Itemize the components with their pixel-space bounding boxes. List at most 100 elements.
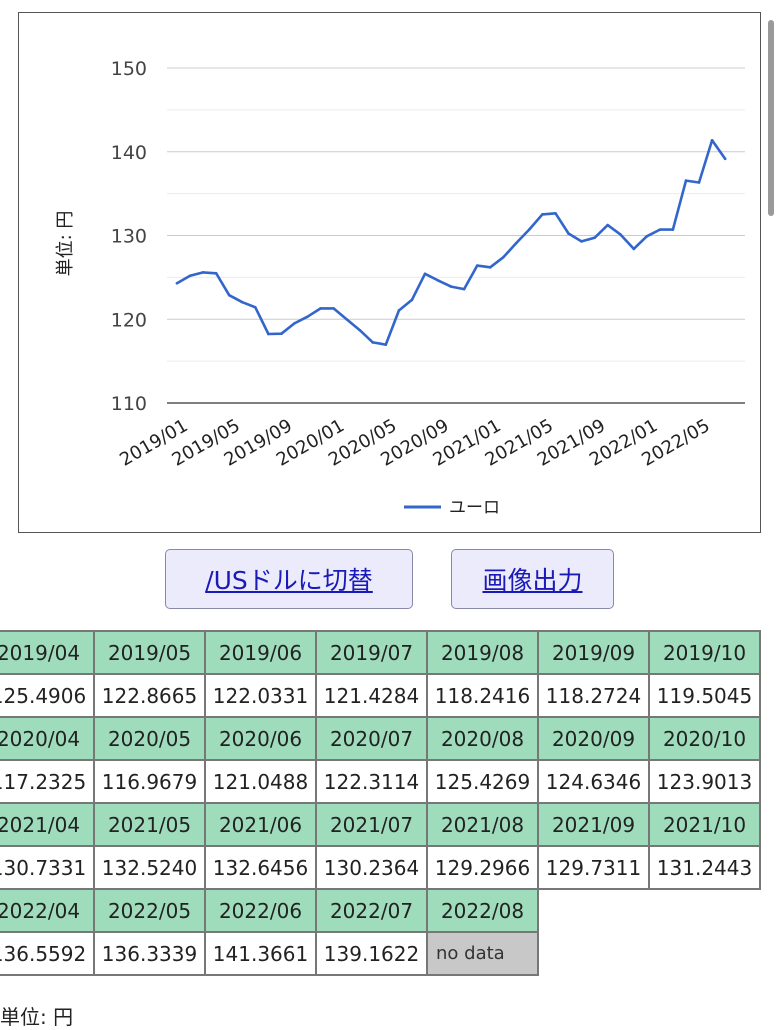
- table-value-cell: 122.0331: [204, 673, 317, 718]
- table-empty-cell: [649, 932, 760, 975]
- table-month-cell: 2019/08: [426, 630, 539, 675]
- data-point: [593, 236, 596, 240]
- series-line-euro: [175, 139, 727, 346]
- table-month-cell: 2020/07: [315, 716, 428, 761]
- data-point: [567, 232, 570, 235]
- table-month-cell: 2021/06: [204, 802, 317, 847]
- table-month-cell: 2021/05: [93, 802, 206, 847]
- data-point: [188, 274, 192, 278]
- switch-to-usd-button[interactable]: /USドルに切替: [165, 549, 413, 609]
- table-header-row: 2020/04 2020/05 2020/06 2020/07 2020/08 2020/…: [0, 716, 761, 761]
- y-tick-label: 150: [111, 58, 147, 80]
- data-point: [475, 264, 479, 267]
- table-value-cell: 122.8665: [93, 673, 206, 718]
- table-month-cell: 2020/08: [426, 716, 539, 761]
- table-header-row: 2021/04 2021/05 2021/06 2021/07 2021/08 2021/…: [0, 802, 761, 847]
- data-point: [684, 179, 688, 182]
- table-value-cell: 132.5240: [93, 845, 206, 890]
- data-point: [175, 281, 179, 285]
- data-point: [528, 228, 531, 231]
- table-value-cell: 121.4284: [315, 673, 428, 718]
- table-value-cell: 123.9013: [648, 759, 761, 804]
- table-value-cell: 132.6456: [204, 845, 317, 890]
- data-point: [449, 285, 453, 288]
- table-month-cell: 2020/09: [537, 716, 650, 761]
- table-month-cell: 2022/05: [93, 888, 206, 933]
- data-point: [580, 240, 583, 243]
- table-no-data-cell: no data: [426, 931, 539, 976]
- data-point: [436, 279, 440, 282]
- table-value-cell: 131.2443: [648, 845, 761, 890]
- table-value-cell: 119.5045: [648, 673, 761, 718]
- data-point: [410, 298, 414, 302]
- table-month-cell: 2022/07: [315, 888, 428, 933]
- export-image-button[interactable]: 画像出力: [451, 549, 614, 609]
- table-value-cell: 129.7311: [537, 845, 650, 890]
- table-value-cell: 139.1622: [315, 931, 428, 976]
- table-month-cell: 2019/05: [93, 630, 206, 675]
- data-point: [423, 272, 427, 276]
- data-point: [488, 266, 492, 269]
- table-month-cell: 2020/10: [648, 716, 761, 761]
- data-point: [554, 212, 557, 215]
- data-point: [501, 255, 505, 259]
- table-month-cell: 2019/07: [315, 630, 428, 675]
- table-value-cell: 141.3661: [204, 931, 317, 976]
- data-point: [723, 157, 727, 161]
- table-month-cell: 2022/04: [0, 888, 95, 933]
- data-point: [619, 233, 622, 236]
- rate-table: 2019/04 2019/05 2019/06 2019/07 2019/08 2019/…: [0, 630, 761, 976]
- table-month-cell: 2020/06: [204, 716, 317, 761]
- data-point: [541, 213, 544, 216]
- table-value-cell: 116.9679: [93, 759, 206, 804]
- table-value-cell: 122.3114: [315, 759, 428, 804]
- table-value-cell: 118.2416: [426, 673, 539, 718]
- table-value-cell: 121.0488: [204, 759, 317, 804]
- table-value-row: 136.5592 136.3339 141.3661 139.1622 no data: [0, 931, 760, 976]
- table-month-cell: 2021/04: [0, 802, 95, 847]
- table-value-cell: 130.2364: [315, 845, 428, 890]
- table-month-cell: 2019/06: [204, 630, 317, 675]
- table-header-row: 2022/04 2022/05 2022/06 2022/07 2022/08: [0, 888, 760, 933]
- y-tick-label: 110: [111, 393, 147, 415]
- y-tick-label: 120: [111, 309, 147, 331]
- y-tick-label: 140: [111, 142, 147, 164]
- data-point: [384, 343, 388, 346]
- data-point: [280, 332, 283, 336]
- table-value-cell: 125.4269: [426, 759, 539, 804]
- table-value-cell: 117.2325: [0, 759, 95, 804]
- data-point: [371, 341, 375, 344]
- data-point: [645, 235, 649, 238]
- y-axis-label: 単位: 円: [55, 211, 76, 277]
- data-point: [306, 315, 309, 319]
- data-point: [632, 247, 636, 251]
- chart-container: 110 120 130 140 150 単位: 円 2019/01 2019/05 2019/0…: [18, 12, 761, 533]
- table-month-cell: 2019/10: [648, 630, 761, 675]
- table-month-cell: 2021/07: [315, 802, 428, 847]
- data-point: [345, 317, 348, 321]
- table-month-cell: 2019/09: [537, 630, 650, 675]
- table-month-cell: 2021/10: [648, 802, 761, 847]
- data-point: [710, 139, 714, 142]
- data-point: [267, 332, 270, 336]
- data-point: [293, 322, 296, 325]
- table-value-cell: 130.7331: [0, 845, 95, 890]
- table-month-cell: 2019/04: [0, 630, 95, 675]
- table-month-cell: 2020/05: [93, 716, 206, 761]
- table-empty-cell: [538, 889, 649, 932]
- table-value-cell: 124.6346: [537, 759, 650, 804]
- data-point: [658, 228, 662, 231]
- data-point: [240, 300, 244, 304]
- data-point: [397, 309, 401, 312]
- data-point: [358, 328, 362, 332]
- table-value-row: 125.4906 122.8665 122.0331 121.4284 118.2416…: [0, 673, 761, 718]
- data-point: [515, 241, 518, 245]
- data-point: [697, 181, 701, 184]
- vertical-scrollbar[interactable]: [768, 20, 774, 216]
- table-month-cell: 2021/09: [537, 802, 650, 847]
- table-month-cell: 2020/04: [0, 716, 95, 761]
- table-empty-cell: [538, 932, 649, 975]
- table-value-cell: 118.2724: [537, 673, 650, 718]
- data-point: [606, 223, 609, 227]
